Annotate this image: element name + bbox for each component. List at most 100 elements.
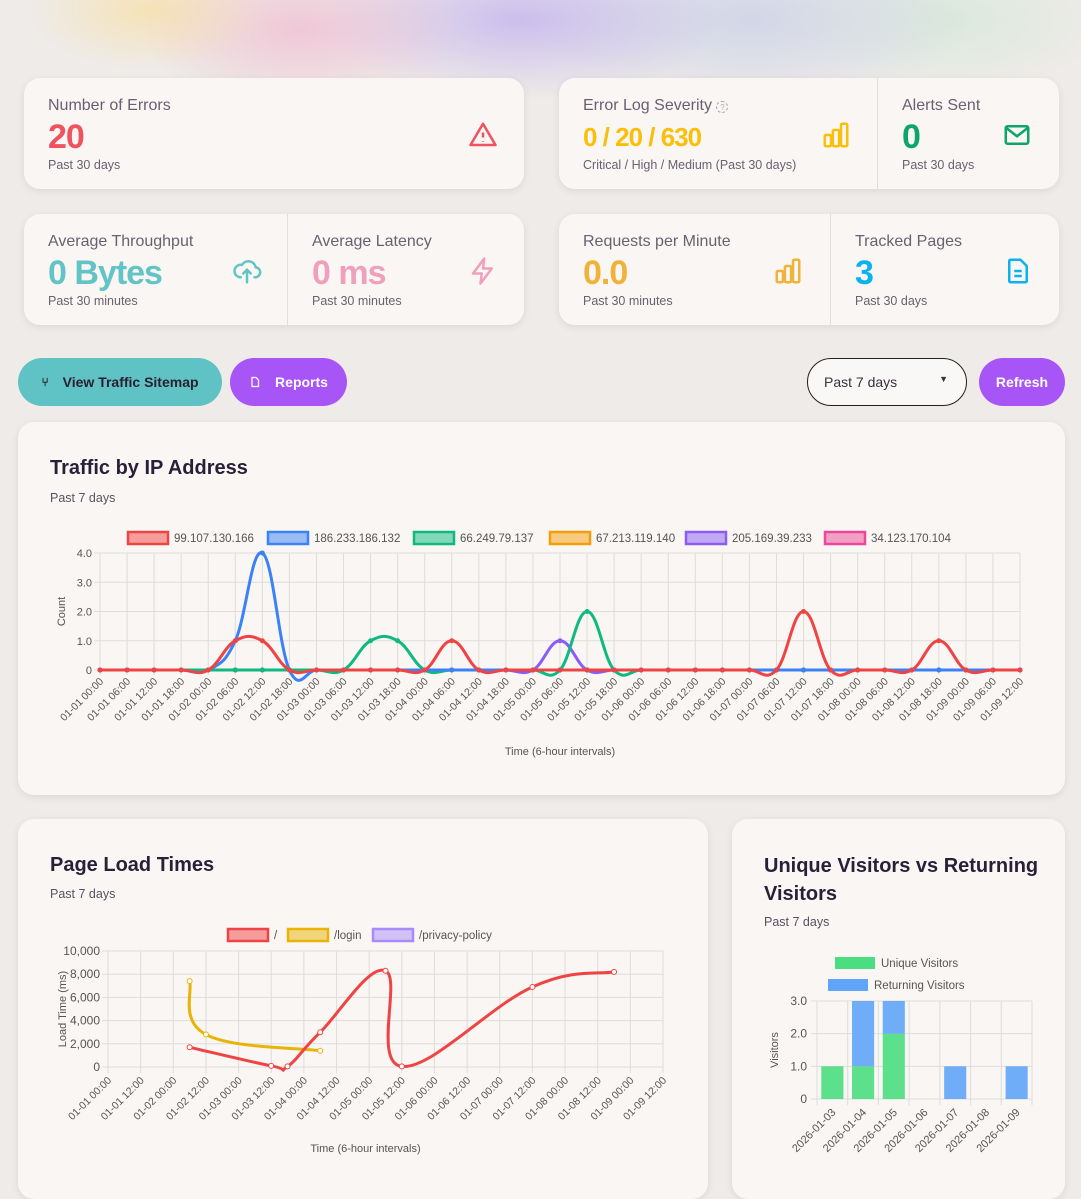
data-point <box>936 667 942 673</box>
legend-label: /privacy-policy <box>419 930 492 942</box>
data-point <box>557 638 563 644</box>
data-point <box>665 667 671 673</box>
data-point <box>186 1044 193 1051</box>
data-point <box>449 638 455 644</box>
stat-label: Average Latency <box>312 233 432 250</box>
data-point <box>205 667 211 673</box>
bar-1 <box>1005 1066 1028 1099</box>
legend-swatch <box>126 530 170 546</box>
y-tick-label: 0 <box>800 1092 807 1106</box>
chart-title: Page Load Times <box>50 854 215 876</box>
data-point <box>232 638 238 644</box>
chart-subtitle: Past 7 days <box>764 915 830 929</box>
data-point <box>936 638 942 644</box>
legend-label: Returning Visitors <box>874 980 965 992</box>
warning-icon <box>469 122 497 147</box>
data-point <box>801 609 807 614</box>
bar-1 <box>882 1001 905 1034</box>
mail-icon <box>1004 125 1030 145</box>
refresh-button[interactable]: Refresh <box>979 358 1065 406</box>
stat-sub: Past 30 days <box>902 158 975 172</box>
stat-label: Alerts Sent <box>902 97 981 114</box>
y-axis-label: Visitors <box>769 1032 781 1068</box>
legend-swatch <box>286 927 330 943</box>
data-point <box>178 667 184 673</box>
y-tick-label: 2.0 <box>790 1027 807 1041</box>
bar-1 <box>852 1001 875 1067</box>
stat-value: 0 Bytes <box>48 254 163 292</box>
y-tick-label: 8,000 <box>70 967 100 981</box>
data-point <box>368 667 374 673</box>
legend-label: 34.123.170.104 <box>871 533 952 545</box>
x-axis-label: Time (6-hour intervals) <box>505 746 615 758</box>
series-line-1 <box>187 980 321 1053</box>
data-point <box>611 968 618 975</box>
stat-label: Tracked Pages <box>855 233 963 250</box>
data-point <box>341 667 347 673</box>
legend-label: 186.233.186.132 <box>314 533 400 545</box>
file-icon <box>251 376 260 388</box>
data-point <box>259 638 265 644</box>
stat-value: 3 <box>855 254 874 292</box>
data-point <box>449 667 455 673</box>
data-point <box>395 638 401 644</box>
data-point <box>259 667 265 673</box>
legend-label: Unique Visitors <box>881 958 958 970</box>
data-point <box>611 667 617 673</box>
stat-label: Number of Errors <box>48 97 171 114</box>
legend-swatch <box>823 530 867 546</box>
date-range-select[interactable]: Past 7 days ▼ <box>807 358 967 406</box>
legend-swatch <box>266 530 310 546</box>
severity-alerts-card: Error Log Severity ? 0 / 20 / 630 Critic… <box>559 78 1059 189</box>
y-axis-label: Count <box>56 597 68 626</box>
x-axis-label: Time (6-hour intervals) <box>310 1143 420 1155</box>
stat-value: 0.0 <box>583 254 628 292</box>
legend-label: 66.249.79.137 <box>460 533 534 545</box>
stat-label: Requests per Minute <box>583 233 731 250</box>
data-point <box>990 667 996 673</box>
caret-down-icon: ▼ <box>939 374 948 384</box>
errors-card: Number of Errors 20 Past 30 days <box>24 78 524 189</box>
legend-swatch <box>548 530 592 546</box>
stat-sub: Past 30 minutes <box>583 294 673 308</box>
legend-label: / <box>274 930 278 942</box>
data-point <box>773 667 779 673</box>
legend-label: 205.169.39.233 <box>732 533 812 545</box>
visitors-chart: Unique Visitors Returning Visitors 0 1.0 2.0… <box>769 957 1033 1155</box>
chart-title: Traffic by IP Address <box>50 457 248 479</box>
throughput-latency-card: Average Throughput 0 Bytes Past 30 minut… <box>24 214 524 325</box>
stat-label: Average Throughput <box>48 233 194 250</box>
button-label: Refresh <box>995 374 1049 390</box>
stat-label: Error Log Severity ? <box>583 97 729 115</box>
help-icon[interactable]: ? <box>716 101 729 113</box>
y-axis-label: Load Time (ms) <box>57 971 69 1047</box>
data-point <box>124 667 130 673</box>
data-point <box>97 667 103 673</box>
data-point <box>232 667 238 673</box>
legend-swatch <box>684 530 728 546</box>
bar-1 <box>944 1066 967 1099</box>
lightning-icon <box>471 257 493 285</box>
y-tick-label: 10,000 <box>63 944 100 958</box>
bar-chart-icon <box>823 122 849 148</box>
data-point <box>398 1063 405 1070</box>
document-icon <box>1008 258 1028 284</box>
data-point <box>719 667 725 673</box>
data-point <box>202 1031 209 1038</box>
legend-label: 67.213.119.140 <box>596 533 675 545</box>
y-tick-label: 0 <box>93 1060 100 1074</box>
data-point <box>476 667 482 673</box>
y-tick-label: 1.0 <box>77 636 92 648</box>
data-point <box>1017 667 1023 673</box>
bar-0 <box>821 1066 844 1099</box>
y-tick-label: 2,000 <box>70 1037 100 1051</box>
data-point <box>584 609 590 614</box>
data-point <box>395 667 401 673</box>
data-point <box>317 1047 324 1054</box>
page-load-card: Page Load Times Past 7 days <box>18 819 708 1199</box>
data-point <box>963 667 969 673</box>
reports-button[interactable]: Reports <box>230 358 347 406</box>
chart-subtitle: Past 7 days <box>50 887 116 901</box>
data-point <box>382 967 389 974</box>
view-traffic-sitemap-button[interactable]: ⑂ View Traffic Sitemap <box>18 358 222 406</box>
